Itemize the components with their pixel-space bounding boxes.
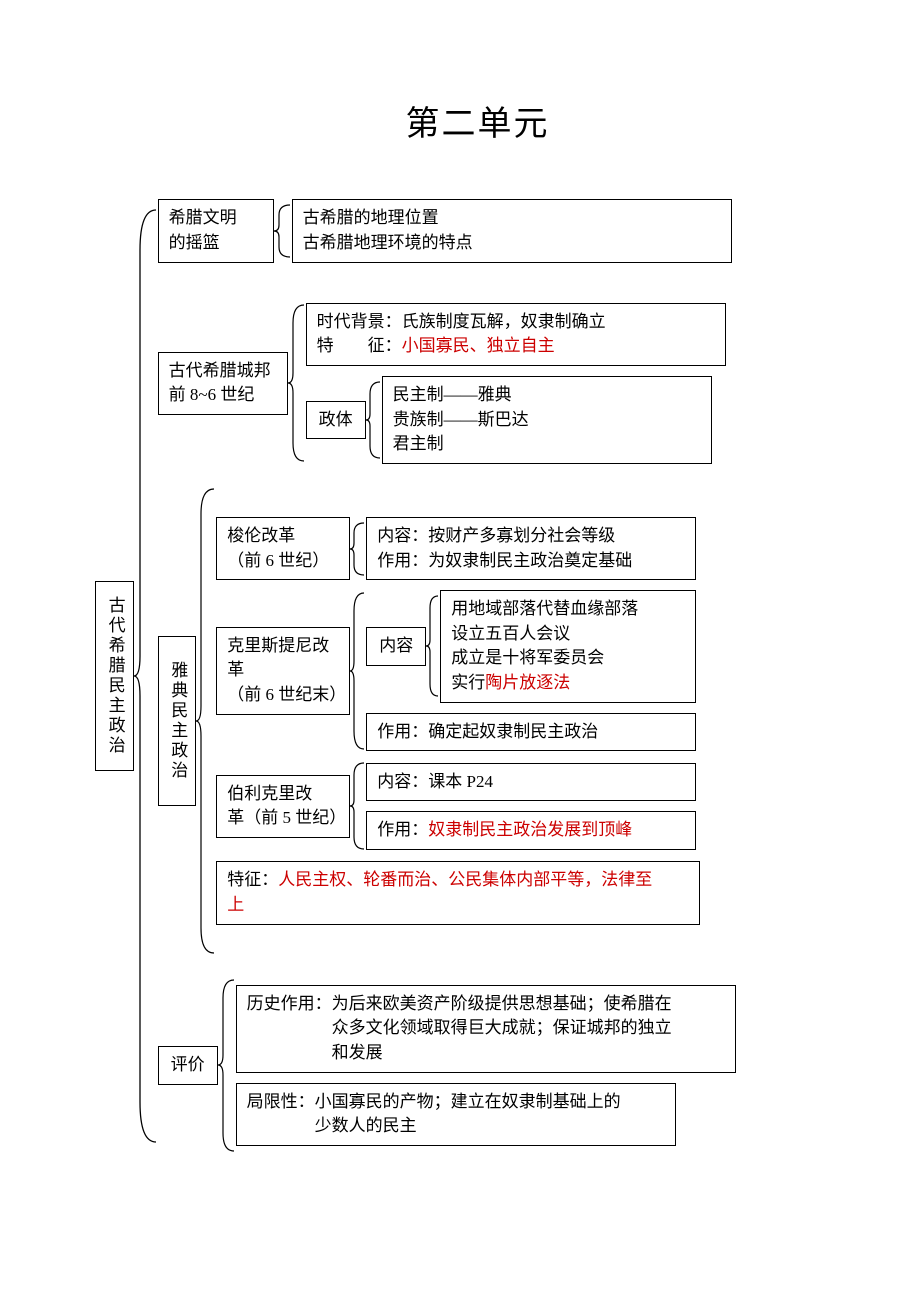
origin-detail: 古希腊的地理位置 古希腊地理环境的特点	[292, 199, 732, 262]
root-children: 希腊文明 的摇篮 古希腊的地理位置 古希腊地理环境的特点 古代希腊城邦 前 8~…	[158, 199, 736, 1152]
polis-label: 古代希腊城邦 前 8~6 世纪	[158, 352, 288, 415]
reform-pericles: 伯利克里改 革（前 5 世纪） 内容：课本 P24 作用：奴隶制民主政治发展到顶…	[216, 761, 700, 851]
eval-d1-l3: 和发展	[247, 1041, 725, 1066]
polis-top: 时代背景：氏族制度瓦解，奴隶制确立 特 征：小国寡民、独立自主	[306, 303, 726, 366]
clei-n2: 设立五百人会议	[451, 622, 685, 647]
zt-l3: 君主制	[393, 432, 701, 457]
zt-l1: 民主制——雅典	[393, 383, 701, 408]
zhengti-brace	[366, 376, 382, 464]
eval-d2: 局限性：小国寡民的产物；建立在奴隶制基础上的 少数人的民主	[236, 1083, 676, 1146]
solon-l2: （前 6 世纪）	[227, 549, 339, 574]
peri-children: 内容：课本 P24 作用：奴隶制民主政治发展到顶峰	[366, 763, 696, 850]
clei-neirong-brace	[426, 590, 440, 703]
section-eval: 评价 历史作用：为后来欧美资产阶级提供思想基础；使希腊在 众多文化领域取得巨大成…	[158, 978, 736, 1153]
clei-l2: （前 6 世纪末）	[227, 683, 339, 708]
zhengti-detail: 民主制——雅典 贵族制——斯巴达 君主制	[382, 376, 712, 464]
clei-neirong-label: 内容	[366, 627, 426, 666]
zt-l2: 贵族制——斯巴达	[393, 408, 701, 433]
athens-features: 特征：人民主权、轮番而治、公民集体内部平等，法律至 上	[216, 861, 700, 924]
section-athens: 雅典民主政治 梭伦改革 （前 6 世纪）	[158, 486, 736, 956]
eval-children: 历史作用：为后来欧美资产阶级提供思想基础；使希腊在 众多文化领域取得巨大成就；保…	[236, 985, 736, 1146]
eval-brace	[218, 978, 236, 1153]
section-polis: 古代希腊城邦 前 8~6 世纪 时代背景：氏族制度瓦解，奴隶制确立 特 征：小国…	[158, 303, 736, 464]
polis-zhengti-row: 政体 民主制——雅典 贵族制——斯巴达 君主制	[306, 376, 726, 464]
athens-children: 梭伦改革 （前 6 世纪） 内容：按财产多寡划分社会等级 作用：为奴隶制民主政治…	[216, 517, 700, 925]
root-node: 古代希腊民主政治	[95, 581, 134, 771]
origin-d2: 古希腊地理环境的特点	[303, 231, 721, 256]
root-brace	[134, 199, 158, 1152]
clei-n4: 实行陶片放逐法	[451, 671, 685, 696]
section-origin: 希腊文明 的摇篮 古希腊的地理位置 古希腊地理环境的特点	[158, 199, 736, 262]
feat-l1: 特征：人民主权、轮番而治、公民集体内部平等，法律至	[227, 868, 689, 893]
polis-top-l2: 特 征：小国寡民、独立自主	[317, 334, 715, 359]
solon-brace	[350, 517, 366, 580]
clei-n3: 成立是十将军委员会	[451, 646, 685, 671]
mindmap: 古代希腊民主政治 希腊文明 的摇篮 古希腊的地理位置 古希腊地理环境的特点	[95, 199, 860, 1152]
clei-l1: 克里斯提尼改革	[227, 634, 339, 683]
solon-d1: 内容：按财产多寡划分社会等级	[377, 524, 685, 549]
polis-children: 时代背景：氏族制度瓦解，奴隶制确立 特 征：小国寡民、独立自主 政体 民主制——…	[306, 303, 726, 464]
eval-d2-l1: 局限性：小国寡民的产物；建立在奴隶制基础上的	[247, 1090, 665, 1115]
clei-n1: 用地域部落代替血缘部落	[451, 597, 685, 622]
peri-brace	[350, 761, 366, 851]
polis-l1: 古代希腊城邦	[169, 359, 277, 384]
origin-label: 希腊文明 的摇篮	[158, 199, 274, 262]
polis-l2: 前 8~6 世纪	[169, 383, 277, 408]
eval-label: 评价	[158, 1046, 218, 1085]
clei-children: 内容 用地域部落代替血缘部落 设立五百人会议 成立是十将军委员会 实行陶片放	[366, 590, 696, 751]
athens-label: 雅典民主政治	[158, 636, 197, 806]
reform-cleisthenes: 克里斯提尼改革 （前 6 世纪末） 内容	[216, 590, 700, 751]
peri-l1: 伯利克里改	[227, 782, 339, 807]
clei-brace	[350, 590, 366, 751]
clei-neirong-row: 内容 用地域部落代替血缘部落 设立五百人会议 成立是十将军委员会 实行陶片放	[366, 590, 696, 703]
clei-neirong-detail: 用地域部落代替血缘部落 设立五百人会议 成立是十将军委员会 实行陶片放逐法	[440, 590, 696, 703]
polis-brace	[288, 303, 306, 464]
reform-solon: 梭伦改革 （前 6 世纪） 内容：按财产多寡划分社会等级 作用：为奴隶制民主政治…	[216, 517, 700, 580]
solon-l1: 梭伦改革	[227, 524, 339, 549]
athens-brace	[196, 486, 216, 956]
solon-detail: 内容：按财产多寡划分社会等级 作用：为奴隶制民主政治奠定基础	[366, 517, 696, 580]
polis-top-l1: 时代背景：氏族制度瓦解，奴隶制确立	[317, 310, 715, 335]
zhengti-label: 政体	[306, 401, 366, 440]
peri-zy: 作用：奴隶制民主政治发展到顶峰	[366, 811, 696, 850]
solon-d2: 作用：为奴隶制民主政治奠定基础	[377, 549, 685, 574]
origin-label-l1: 希腊文明	[169, 206, 263, 231]
eval-d1-l2: 众多文化领域取得巨大成就；保证城邦的独立	[247, 1016, 725, 1041]
origin-brace	[274, 199, 292, 262]
peri-nr: 内容：课本 P24	[366, 763, 696, 802]
clei-zuoyong: 作用：确定起奴隶制民主政治	[366, 713, 696, 752]
origin-d1: 古希腊的地理位置	[303, 206, 721, 231]
peri-l2: 革（前 5 世纪）	[227, 806, 339, 831]
feat-l2: 上	[227, 893, 689, 918]
origin-label-l2: 的摇篮	[169, 231, 263, 256]
peri-label: 伯利克里改 革（前 5 世纪）	[216, 775, 350, 838]
eval-d2-l2: 少数人的民主	[247, 1114, 665, 1139]
eval-d1-l1: 历史作用：为后来欧美资产阶级提供思想基础；使希腊在	[247, 992, 725, 1017]
solon-label: 梭伦改革 （前 6 世纪）	[216, 517, 350, 580]
clei-label: 克里斯提尼改革 （前 6 世纪末）	[216, 627, 350, 715]
page-title: 第二单元	[95, 100, 860, 149]
eval-d1: 历史作用：为后来欧美资产阶级提供思想基础；使希腊在 众多文化领域取得巨大成就；保…	[236, 985, 736, 1073]
